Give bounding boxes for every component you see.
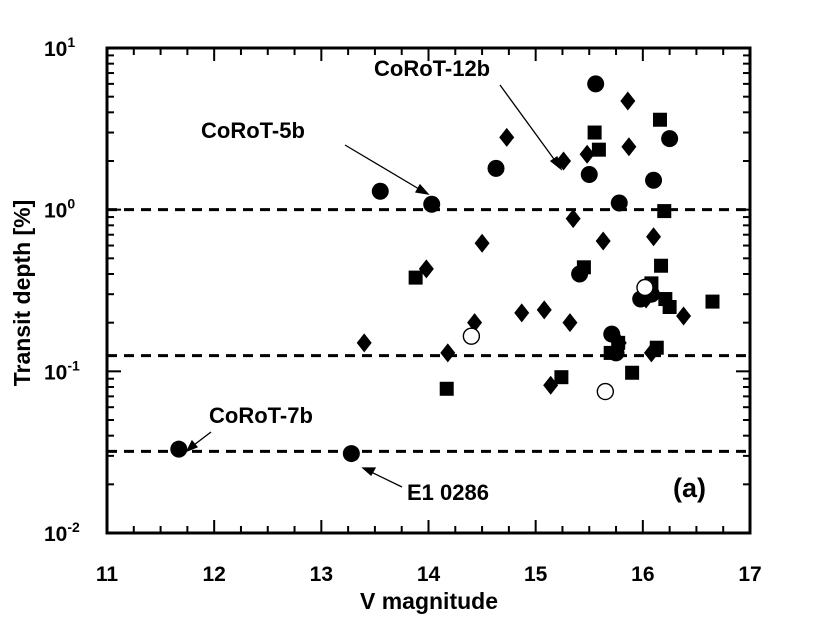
data-point-open-circle: [462, 327, 481, 345]
data-point-diamond: [536, 300, 552, 320]
data-point-square: [654, 258, 669, 273]
arrow-corot-5b: [344, 144, 425, 193]
y-tick-label: 10-1: [44, 357, 80, 384]
plot-frame: [105, 46, 752, 535]
x-tick-label: 15: [524, 563, 548, 586]
data-point-diamond: [643, 343, 659, 363]
y-tick-label: 10-2: [44, 519, 80, 546]
data-point-square: [554, 370, 569, 385]
data-point-open-circle: [596, 382, 615, 401]
data-point-square: [657, 204, 672, 219]
x-tick-label: 12: [202, 563, 225, 586]
data-point-square: [408, 270, 423, 285]
data-point-square: [662, 299, 677, 314]
data-point-open-circle: [636, 278, 654, 297]
data-point-circle: [580, 166, 598, 184]
data-point-diamond: [646, 227, 662, 247]
data-point-diamond: [562, 313, 578, 333]
data-point-diamond: [514, 303, 530, 323]
data-point-circle: [610, 194, 628, 212]
data-point-diamond: [499, 127, 515, 147]
arrowhead-corot-7b: [185, 439, 199, 453]
data-point-circle: [487, 159, 505, 177]
data-point-circle: [423, 195, 441, 213]
arrowhead-corot-12b: [549, 155, 563, 171]
data-point-diamond: [579, 144, 595, 164]
data-point-square: [576, 260, 591, 275]
data-point-circle: [645, 171, 663, 189]
data-point-square: [705, 294, 720, 309]
data-point-circle: [661, 130, 679, 148]
data-point-circle: [342, 445, 360, 463]
data-point-square: [652, 112, 667, 127]
data-point-square: [591, 142, 606, 157]
arrowhead-corot-5b: [414, 183, 430, 195]
data-point-diamond: [676, 306, 692, 326]
panel-label: (a): [673, 473, 706, 503]
data-point-diamond: [467, 313, 483, 333]
x-tick-label: 16: [631, 563, 654, 586]
data-point-diamond: [474, 233, 490, 253]
tick-labels: 11 12 13 14 15 16 17 101 100 10-1 10-2: [44, 34, 762, 586]
annotation-corot-5b: CoRoT-5b: [201, 118, 305, 143]
data-point-circle: [587, 75, 605, 93]
arrowhead-e1-0286: [361, 467, 377, 477]
data-point-circle: [170, 440, 188, 458]
x-tick-label: 14: [417, 563, 441, 586]
annotation-e1-0286: E1 0286: [407, 480, 489, 505]
data-point-diamond: [543, 375, 559, 395]
data-point-diamond: [611, 333, 627, 353]
reference-lines: [107, 208, 750, 453]
x-tick-label: 13: [310, 563, 333, 586]
data-point-diamond: [621, 137, 637, 157]
x-tick-label: 17: [738, 563, 761, 586]
y-tick-label: 101: [44, 34, 75, 61]
data-point-diamond: [356, 333, 372, 353]
annotation-corot-7b: CoRoT-7b: [209, 403, 313, 428]
x-tick-label: 11: [96, 563, 119, 586]
arrow-corot-12b: [499, 84, 560, 167]
data-point-diamond: [440, 343, 456, 363]
data-point-diamond: [565, 209, 581, 229]
data-point-diamond: [620, 91, 636, 111]
annotation-arrows: [185, 84, 563, 488]
annotation-corot-12b: CoRoT-12b: [374, 56, 490, 81]
data-point-square: [439, 381, 454, 396]
data-point-circle: [371, 182, 389, 200]
data-point-square: [587, 125, 602, 140]
y-tick-label: 100: [44, 196, 75, 223]
data-point-diamond: [418, 259, 434, 279]
y-axis-label: Transit depth [%]: [9, 200, 35, 387]
data-point-square: [625, 365, 640, 380]
data-point-diamond: [595, 231, 611, 251]
x-axis-label: V magnitude: [360, 588, 498, 614]
